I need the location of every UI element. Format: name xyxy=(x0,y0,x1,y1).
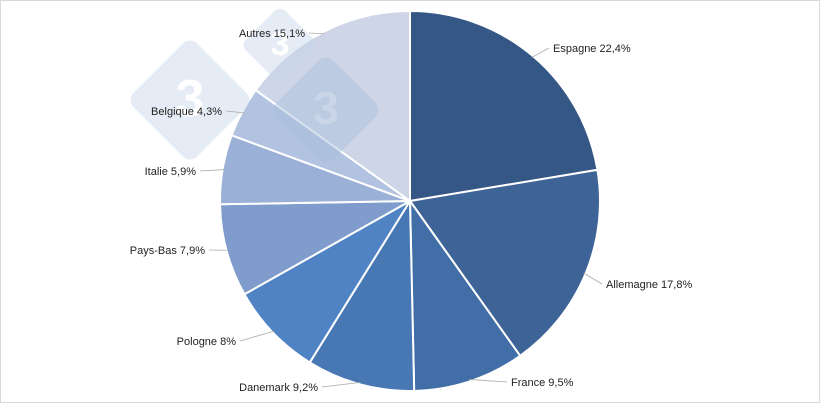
slice-label: Espagne 22,4% xyxy=(553,43,631,55)
svg-text:3: 3 xyxy=(176,70,205,128)
pie-slice-autres xyxy=(254,9,411,203)
pie-slice-france xyxy=(408,197,522,392)
leader-line xyxy=(583,272,603,285)
slice-label: Allemagne 17,8% xyxy=(606,279,692,291)
pie-slice-pologne xyxy=(243,200,411,364)
slice-label: France 9,5% xyxy=(511,377,574,389)
leader-line xyxy=(239,330,275,342)
svg-text:3: 3 xyxy=(271,25,290,63)
slice-label: Autres 15,1% xyxy=(239,28,305,40)
slice-label: Danemark 9,2% xyxy=(239,382,318,394)
leader-line xyxy=(308,32,325,35)
slice-label: Belgique 4,3% xyxy=(151,106,222,118)
pie-slice-espagne xyxy=(409,9,599,203)
leader-line xyxy=(225,110,244,114)
slice-label: Pays-Bas 7,9% xyxy=(130,245,205,257)
leader-line xyxy=(469,379,508,383)
watermark-logo: 3 3 3 xyxy=(130,8,379,163)
svg-text:3: 3 xyxy=(313,82,339,134)
leader-line xyxy=(321,381,361,388)
pie-slice-danemark xyxy=(308,197,416,392)
leader-line xyxy=(199,169,225,172)
leader-line xyxy=(531,47,550,58)
pie-slice-pays-bas xyxy=(219,200,411,296)
slice-label: Italie 5,9% xyxy=(145,166,197,178)
slice-label: Pologne 8% xyxy=(177,336,237,348)
